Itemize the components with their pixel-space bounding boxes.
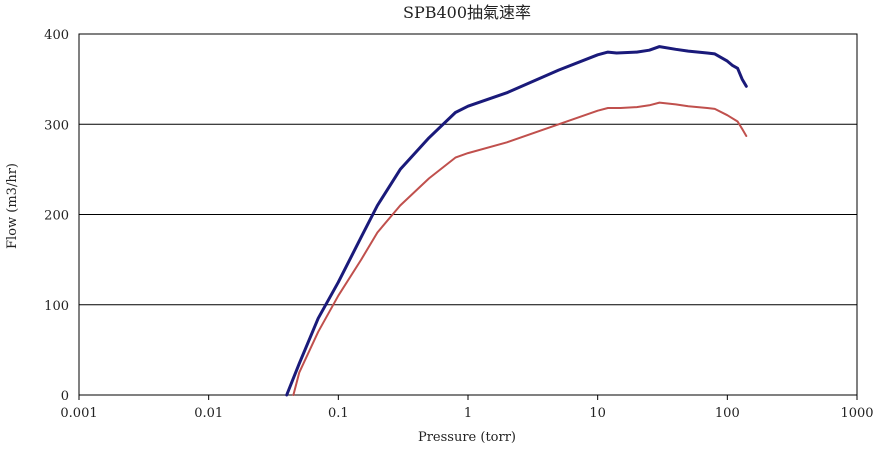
y-tick-label: 300 (44, 118, 69, 133)
series-layer (285, 45, 748, 397)
tick-labels: 0 100 200 300 400 0.001 0.01 0.1 1 10 100 1000 (44, 28, 873, 421)
x-tick-label: 1000 (840, 406, 873, 421)
y-tick-label: 400 (44, 28, 69, 43)
chart-title: SPB400抽氣速率 (403, 3, 531, 22)
x-tick-label: 1 (464, 406, 472, 421)
plot-area-border (78, 33, 858, 396)
x-tick-label: 0.1 (328, 406, 349, 421)
series-line-upper (285, 45, 748, 397)
x-tick-label: 10 (589, 406, 606, 421)
x-axis-label: Pressure (torr) (418, 430, 516, 445)
x-tick-label: 0.01 (194, 406, 223, 421)
y-tick-label: 100 (44, 299, 69, 314)
y-axis-label: Flow (m3/hr) (5, 163, 20, 249)
y-tick-label: 0 (61, 389, 69, 404)
series-line-lower (292, 101, 748, 396)
y-tick-label: 200 (44, 209, 69, 224)
x-tick-label: 100 (715, 406, 740, 421)
grid-lines (78, 33, 858, 400)
x-tick-label: 0.001 (60, 406, 97, 421)
